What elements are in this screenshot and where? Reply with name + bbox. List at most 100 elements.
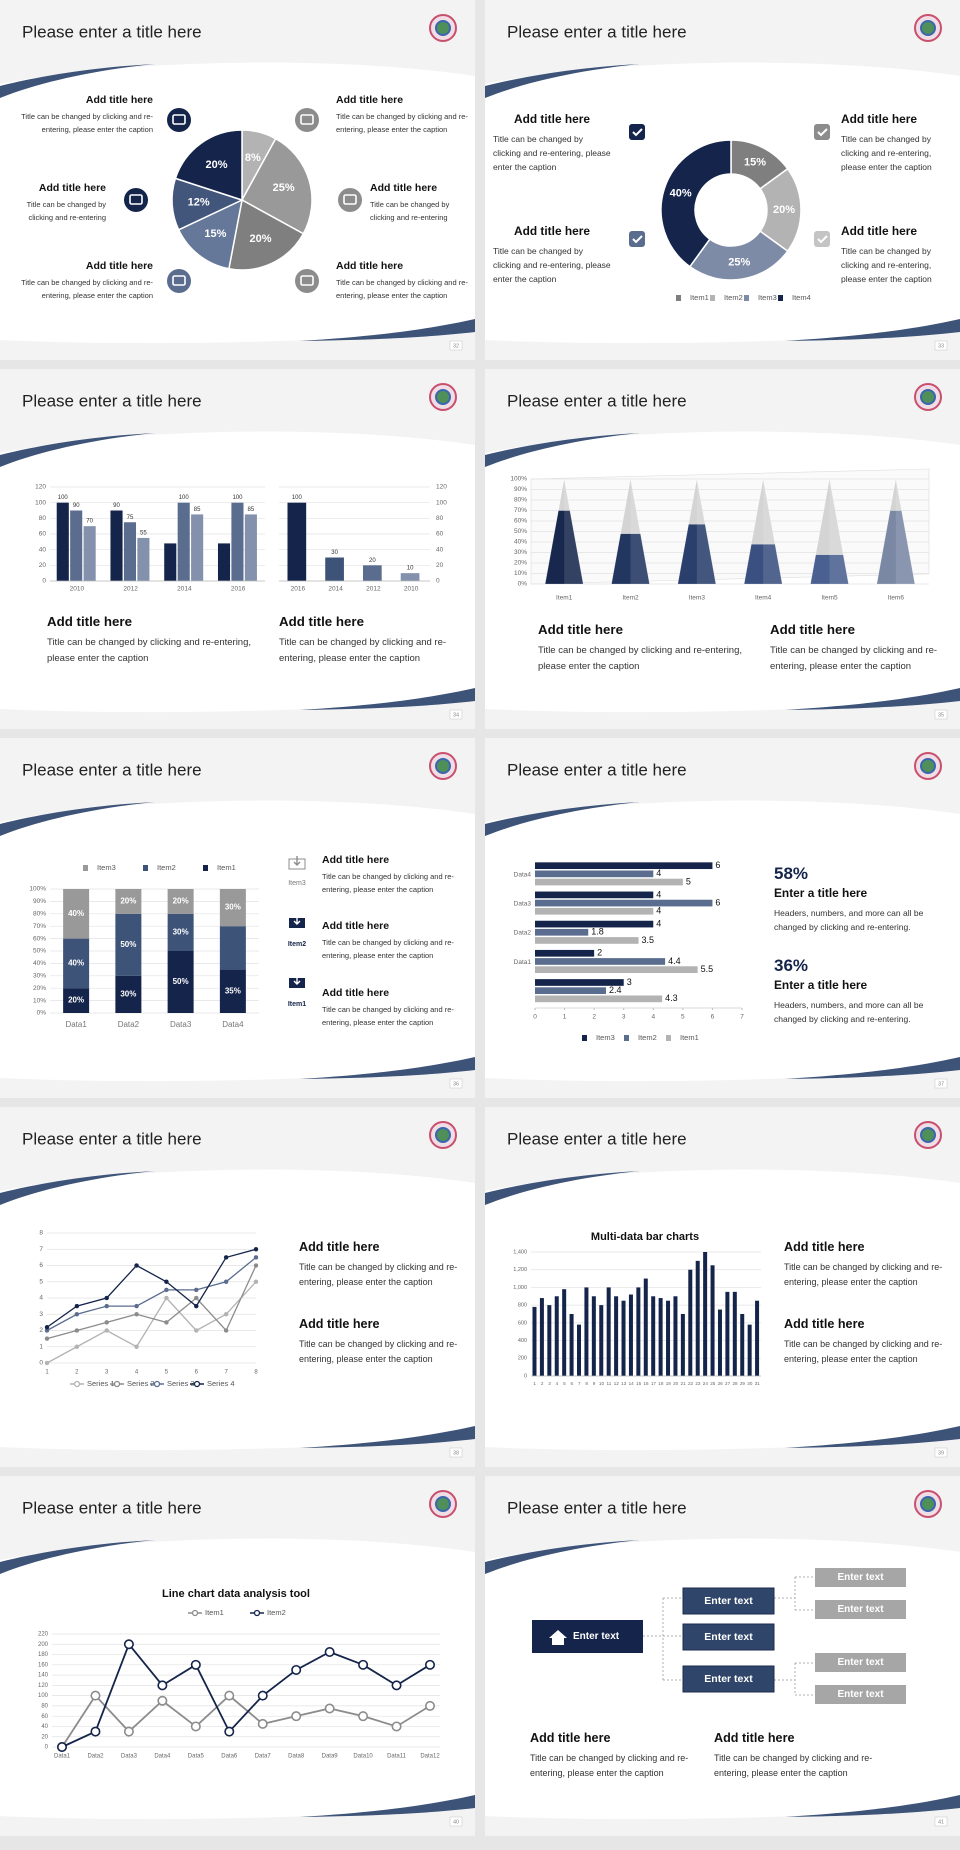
x-tick-label: Item4 — [755, 595, 772, 602]
point-marker — [134, 1263, 139, 1268]
block-title: Add title here — [538, 622, 623, 637]
x-tick-label: 28 — [732, 1381, 738, 1386]
point-marker — [164, 1279, 169, 1284]
y-tick-label: 7 — [39, 1246, 43, 1253]
slide-canvas: Please enter a title here 40 0 20 40 60 80 100 1… — [0, 1476, 475, 1836]
bar — [599, 1305, 604, 1376]
value-label: 8% — [245, 152, 261, 164]
legend-swatch — [143, 865, 148, 871]
root-label: Enter text — [573, 1631, 620, 1642]
text-block: Add title here Title can be changed by cl… — [299, 1314, 464, 1366]
x-tick-label: 5 — [165, 1370, 169, 1376]
point-marker — [104, 1328, 109, 1333]
x-tick-label: 22 — [688, 1381, 694, 1386]
series-line — [46, 1265, 257, 1340]
y-tick-label: 180 — [38, 1652, 49, 1658]
value-label: 55 — [140, 530, 147, 536]
x-tick-label: Data2 — [118, 1020, 140, 1029]
series-line — [46, 1248, 257, 1328]
legend-label: Series 3 — [167, 1379, 195, 1388]
swoosh-bottom — [300, 688, 475, 710]
block-title: Add title here — [336, 94, 404, 106]
icon-circle — [124, 188, 148, 212]
text-block: Add title here Title can be changed by cl… — [336, 258, 471, 302]
x-tick-label: Data12 — [420, 1754, 440, 1760]
value-label: 20% — [249, 233, 271, 245]
bar — [535, 995, 663, 1003]
x-tick-label: 8 — [585, 1381, 588, 1386]
legend-label: Item3 — [596, 1033, 615, 1042]
cone-segment — [889, 478, 902, 511]
leaf-label: Enter text — [837, 1572, 884, 1583]
cone-shade — [829, 479, 849, 584]
x-tick-label: Item3 — [689, 595, 706, 602]
x-tick-label: 13 — [621, 1381, 627, 1386]
icon-arrow — [293, 915, 301, 925]
x-tick-label: Data5 — [188, 1754, 205, 1760]
slide-title: Please enter a title here — [22, 1498, 202, 1517]
point-marker — [194, 1287, 199, 1293]
icon-label: Item3 — [288, 880, 306, 887]
y-tick-label: 160 — [38, 1662, 49, 1668]
point-marker — [194, 1303, 199, 1309]
block-title: Add title here — [279, 614, 364, 629]
value-label: 100 — [58, 495, 69, 501]
value-label: 20% — [120, 897, 136, 906]
block-caption: Title can be changed by clicking and re-… — [370, 200, 450, 222]
text-block: Add title here Title can be changed by cl… — [538, 619, 743, 674]
value-label: 70 — [86, 519, 93, 525]
bar — [710, 1265, 715, 1376]
x-tick-label: 5 — [681, 1014, 685, 1021]
slide-title: Please enter a title here — [507, 391, 687, 410]
bar — [535, 987, 606, 995]
text-block: Add title here Title can be changed by cl… — [770, 619, 950, 674]
value-label: 20% — [173, 897, 189, 906]
point-marker — [44, 1336, 50, 1341]
swoosh-bottom — [785, 1057, 960, 1079]
y-tick-label: 30% — [33, 973, 46, 980]
y-tick-label: 1,200 — [513, 1267, 527, 1273]
slide: Please enter a title here 35 0% 10% 20% 30% 40… — [485, 369, 960, 729]
block-caption: Title can be changed by clicking and re-… — [336, 278, 468, 300]
swoosh-top — [485, 1540, 640, 1574]
y-tick-label: 3 — [39, 1311, 43, 1318]
point-marker — [190, 1721, 201, 1732]
bar — [554, 1296, 559, 1376]
check-mark — [817, 235, 828, 244]
point-marker — [253, 1247, 259, 1252]
checkbox — [814, 124, 830, 140]
y-tick-label: 4 — [39, 1295, 43, 1302]
block-title: Add title here — [530, 1731, 611, 1745]
point-marker — [194, 1328, 199, 1333]
block-title: Add title here — [47, 614, 132, 629]
content-area — [485, 62, 960, 344]
cone-shade — [630, 479, 650, 584]
logo-inner — [920, 1496, 936, 1512]
icon-glyph — [129, 194, 143, 205]
legend-label: Item3 — [758, 293, 777, 302]
bar — [83, 526, 96, 581]
x-tick-label: Data1 — [54, 1754, 71, 1760]
bar-segment — [115, 975, 142, 1013]
block-title: Add title here — [322, 854, 390, 866]
block-title: Add title here — [784, 1240, 865, 1254]
x-tick-label: 4 — [135, 1370, 139, 1376]
page-number-box — [449, 1816, 463, 1827]
cone-shade — [564, 479, 584, 584]
value-label: 100 — [292, 495, 303, 501]
bar-segment — [219, 969, 246, 1013]
legend-marker — [253, 1609, 261, 1617]
y-tick-label: 0% — [518, 581, 528, 588]
point-marker — [224, 1726, 235, 1737]
value-label: 50% — [173, 977, 189, 986]
icon-label: Item1 — [288, 1001, 306, 1008]
bar — [535, 920, 654, 928]
branch-label: Enter text — [704, 1595, 753, 1607]
x-tick-label: Data9 — [322, 1754, 339, 1760]
chart: 0 1 2 3 4 5 6 7 3 2.4 4.3 Data1 2 4.4 5.5 Data2 4 1.8 3.5 D… — [514, 860, 745, 1042]
slide-canvas: Please enter a title here 32 8% 25% 20% 15% 12… — [0, 0, 475, 360]
icon-arrow — [293, 975, 301, 985]
value-label: 2 — [597, 948, 602, 958]
y-tick-label: Data2 — [514, 930, 532, 937]
value-label: 2.4 — [609, 985, 622, 995]
